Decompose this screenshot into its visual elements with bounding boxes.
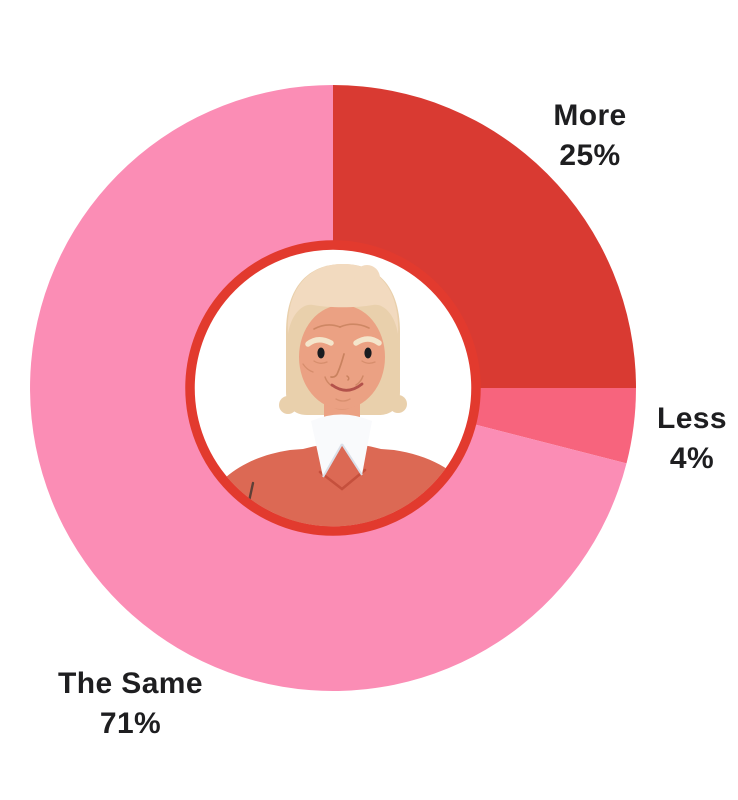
avatar-hair-crown [287,264,399,334]
segment-less-percent: 4% [669,442,715,475]
segment-label-less: Less 4% [627,399,738,479]
avatar-eyes [317,347,372,359]
segment-label-more: More 25% [510,96,670,176]
avatar-collar [311,414,372,477]
segment-the-same-percent: 71% [99,707,162,740]
segment-the-same-name: The Same [58,667,203,700]
avatar-face [299,305,385,409]
avatar-sweater-seam [318,468,367,491]
segment-less-name: Less [657,402,727,435]
segment-more-name: More [553,99,627,132]
avatar-eyebrows [305,336,382,347]
segment-more-percent: 25% [559,139,621,172]
avatar-face-wrinkles [302,323,376,402]
avatar-collar-shadow [322,443,363,478]
avatar-smile [330,382,364,392]
segment-label-the-same: The Same 71% [28,664,233,744]
